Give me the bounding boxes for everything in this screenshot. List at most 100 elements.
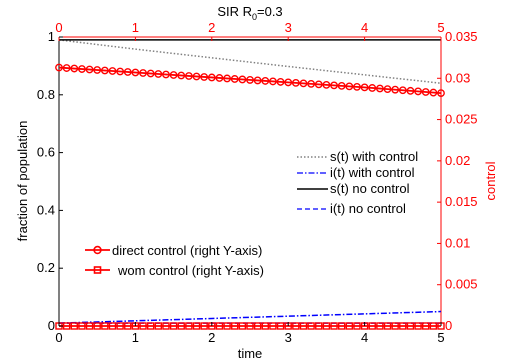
data-point-wom-control-right-y-axis bbox=[276, 322, 285, 330]
data-point-direct-control-right-y-axis bbox=[284, 78, 293, 87]
data-point-direct-control-right-y-axis bbox=[85, 65, 94, 74]
data-point-direct-control-right-y-axis bbox=[406, 86, 415, 95]
x-tick-bottom-label: 1 bbox=[132, 330, 139, 345]
data-point-wom-control-right-y-axis bbox=[406, 322, 415, 330]
legend-marker-direct-control bbox=[93, 245, 102, 255]
data-point-wom-control-right-y-axis bbox=[78, 322, 86, 330]
data-point-direct-control-right-y-axis bbox=[177, 71, 186, 80]
data-point-wom-control-right-y-axis bbox=[177, 322, 185, 330]
legend-label-s-with-control: s(t) with control bbox=[330, 149, 418, 164]
data-point-direct-control-right-y-axis bbox=[139, 69, 147, 77]
data-point-direct-control-right-y-axis bbox=[200, 73, 209, 81]
data-point-wom-control-right-y-axis bbox=[292, 322, 300, 330]
y-tick-left-label: 0.4 bbox=[37, 202, 55, 217]
data-point-wom-control-right-y-axis bbox=[261, 322, 269, 330]
data-point-direct-control-right-y-axis bbox=[215, 74, 224, 82]
data-point-direct-control-right-y-axis bbox=[100, 66, 109, 75]
data-point-direct-control-right-y-axis bbox=[421, 88, 430, 96]
legend-label-s-no-control: s(t) no control bbox=[330, 181, 410, 196]
y-tick-left-label: 0.2 bbox=[37, 260, 55, 275]
data-point-direct-control-right-y-axis bbox=[322, 80, 331, 89]
legend-label-i-no-control: i(t) no control bbox=[330, 201, 406, 216]
chart-title-rest: =0.3 bbox=[257, 4, 283, 19]
data-point-wom-control-right-y-axis bbox=[330, 322, 338, 330]
data-point-wom-control-right-y-axis bbox=[429, 322, 438, 330]
data-point-direct-control-right-y-axis bbox=[360, 83, 369, 92]
data-point-direct-control-right-y-axis bbox=[330, 81, 338, 90]
data-point-wom-control-right-y-axis bbox=[299, 322, 308, 330]
y-tick-right-label: 0 bbox=[445, 318, 452, 333]
data-point-wom-control-right-y-axis bbox=[246, 322, 254, 330]
x-tick-top-label: 5 bbox=[437, 20, 444, 35]
data-point-wom-control-right-y-axis bbox=[231, 322, 239, 330]
data-point-direct-control-right-y-axis bbox=[353, 82, 361, 91]
data-point-direct-control-right-y-axis bbox=[299, 79, 308, 88]
data-point-direct-control-right-y-axis bbox=[375, 84, 384, 93]
y-tick-left-label: 0.6 bbox=[37, 145, 55, 160]
data-point-direct-control-right-y-axis bbox=[154, 70, 163, 78]
series-line-i-t-with-control bbox=[58, 310, 442, 324]
y-tick-right-label: 0.03 bbox=[445, 70, 470, 85]
data-point-direct-control-right-y-axis bbox=[93, 66, 102, 74]
data-point-wom-control-right-y-axis bbox=[70, 322, 78, 330]
data-point-wom-control-right-y-axis bbox=[322, 322, 331, 330]
data-point-direct-control-right-y-axis bbox=[246, 76, 254, 84]
data-point-direct-control-right-y-axis bbox=[230, 75, 239, 83]
data-point-wom-control-right-y-axis bbox=[101, 322, 109, 330]
data-point-direct-control-right-y-axis bbox=[184, 72, 193, 80]
data-point-wom-control-right-y-axis bbox=[139, 322, 147, 330]
legend-lower: direct control (right Y-axis) wom contro… bbox=[85, 243, 264, 278]
data-point-direct-control-right-y-axis bbox=[383, 85, 392, 94]
data-point-direct-control-right-y-axis bbox=[238, 75, 247, 84]
data-point-direct-control-right-y-axis bbox=[169, 71, 178, 79]
y-tick-left-label: 0 bbox=[48, 318, 55, 333]
data-point-wom-control-right-y-axis bbox=[345, 322, 354, 330]
data-point-direct-control-right-y-axis bbox=[70, 64, 79, 73]
data-point-wom-control-right-y-axis bbox=[414, 322, 422, 330]
data-point-direct-control-right-y-axis bbox=[398, 86, 407, 95]
data-point-direct-control-right-y-axis bbox=[307, 80, 316, 88]
data-point-wom-control-right-y-axis bbox=[215, 322, 224, 330]
y-axis-label-right: control bbox=[483, 161, 498, 200]
data-point-wom-control-right-y-axis bbox=[192, 322, 201, 330]
legend-marker-wom-control bbox=[93, 266, 102, 274]
legend-label-direct-control: direct control (right Y-axis) bbox=[112, 243, 262, 258]
x-tick-bottom-label: 2 bbox=[208, 330, 215, 345]
data-point-direct-control-right-y-axis bbox=[368, 84, 377, 92]
data-point-direct-control-right-y-axis bbox=[146, 69, 155, 78]
data-point-wom-control-right-y-axis bbox=[223, 322, 231, 330]
x-tick-top-label: 3 bbox=[285, 20, 292, 35]
legend-label-i-with-control: i(t) with control bbox=[330, 165, 415, 180]
data-point-wom-control-right-y-axis bbox=[116, 322, 124, 330]
data-point-wom-control-right-y-axis bbox=[422, 322, 430, 330]
data-point-direct-control-right-y-axis bbox=[116, 67, 125, 76]
data-point-direct-control-right-y-axis bbox=[429, 88, 438, 97]
data-point-wom-control-right-y-axis bbox=[368, 322, 376, 330]
data-point-direct-control-right-y-axis bbox=[131, 68, 140, 77]
y-tick-right-label: 0.035 bbox=[445, 29, 478, 44]
chart-title-base: SIR R bbox=[217, 4, 252, 19]
data-point-direct-control-right-y-axis bbox=[207, 73, 216, 82]
data-point-direct-control-right-y-axis bbox=[108, 67, 117, 75]
x-tick-top-label: 2 bbox=[208, 20, 215, 35]
data-point-wom-control-right-y-axis bbox=[169, 322, 178, 330]
data-point-wom-control-right-y-axis bbox=[200, 322, 208, 330]
data-point-direct-control-right-y-axis bbox=[314, 80, 323, 89]
data-point-wom-control-right-y-axis bbox=[238, 322, 247, 330]
data-point-wom-control-right-y-axis bbox=[315, 322, 323, 330]
x-tick-bottom-label: 3 bbox=[285, 330, 292, 345]
data-point-direct-control-right-y-axis bbox=[123, 68, 132, 76]
x-tick-top-label: 4 bbox=[361, 20, 368, 35]
data-point-wom-control-right-y-axis bbox=[62, 322, 71, 330]
chart-title-sub: 0 bbox=[252, 12, 257, 22]
data-point-wom-control-right-y-axis bbox=[93, 322, 101, 330]
data-point-direct-control-right-y-axis bbox=[192, 72, 201, 81]
data-point-wom-control-right-y-axis bbox=[108, 322, 117, 330]
data-point-wom-control-right-y-axis bbox=[162, 322, 170, 330]
data-point-direct-control-right-y-axis bbox=[62, 64, 71, 72]
data-point-direct-control-right-y-axis bbox=[276, 78, 285, 86]
data-point-direct-control-right-y-axis bbox=[345, 82, 354, 91]
data-point-wom-control-right-y-axis bbox=[269, 322, 277, 330]
data-point-wom-control-right-y-axis bbox=[146, 322, 155, 330]
chart-title: SIR R0=0.3 bbox=[217, 4, 282, 22]
